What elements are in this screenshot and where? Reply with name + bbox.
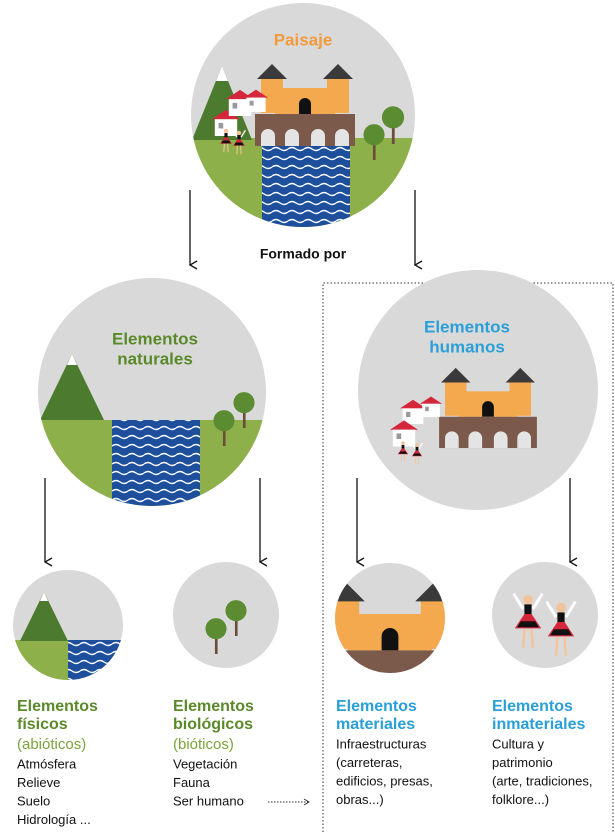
category-item: Suelo bbox=[17, 793, 50, 808]
category-item: Vegetación bbox=[173, 756, 237, 771]
immaterial-illustration bbox=[490, 560, 600, 670]
category-title: Elementos bbox=[17, 698, 98, 715]
category-columns: Elementosfísicos(abióticos)AtmósferaReli… bbox=[17, 698, 592, 827]
human-illustration-part bbox=[355, 268, 605, 513]
physical-illustration bbox=[10, 565, 130, 685]
diagram: Paisaje Formado por Elementos naturales … bbox=[0, 0, 615, 832]
category-item: edificios, presas, bbox=[336, 773, 433, 788]
category-item: (carreteras, bbox=[336, 755, 402, 770]
category-item: patrimonio bbox=[492, 755, 553, 770]
category-item: Fauna bbox=[173, 775, 211, 790]
category-item: Atmósfera bbox=[17, 756, 77, 771]
category-item: folklore...) bbox=[492, 792, 549, 807]
category-item: Cultura y bbox=[492, 736, 545, 751]
natural-illustration bbox=[30, 270, 280, 520]
material-illustration bbox=[320, 560, 460, 695]
category-item: Hidrología ... bbox=[17, 812, 91, 827]
category-item: obras...) bbox=[336, 792, 384, 807]
category-title: inmateriales bbox=[492, 716, 585, 733]
category-subtitle: (bióticos) bbox=[173, 736, 234, 753]
category-item: Ser humano bbox=[173, 793, 244, 808]
group-title: naturales bbox=[117, 349, 193, 368]
natural-illustration-part bbox=[112, 420, 200, 520]
immaterial-illustration-part bbox=[490, 560, 600, 670]
human-illustration bbox=[355, 268, 605, 513]
landscape-title: Paisaje bbox=[274, 30, 333, 49]
physical-illustration-part bbox=[68, 640, 128, 685]
group-title: humanos bbox=[429, 337, 505, 356]
category-title: biológicos bbox=[173, 716, 253, 733]
connector-label: Formado por bbox=[260, 246, 347, 262]
category-title: Elementos bbox=[173, 698, 254, 715]
biological-illustration-part bbox=[170, 560, 282, 672]
category-title: físicos bbox=[17, 716, 68, 733]
category-title: Elementos bbox=[492, 698, 573, 715]
category-item: (arte, tradiciones, bbox=[492, 773, 592, 788]
category-title: materiales bbox=[336, 716, 415, 733]
group-title: Elementos bbox=[112, 329, 198, 348]
physical-illustration-part bbox=[10, 640, 68, 685]
category-item: Infraestructuras bbox=[336, 736, 427, 751]
category-subtitle: (abióticos) bbox=[17, 736, 86, 753]
category-title: Elementos bbox=[336, 698, 417, 715]
category-item: Relieve bbox=[17, 775, 60, 790]
landscape-illustration-part bbox=[262, 140, 350, 235]
biological-illustration bbox=[170, 560, 282, 672]
group-title: Elementos bbox=[424, 317, 510, 336]
page: Paisaje Formado por Elementos naturales … bbox=[0, 0, 615, 832]
